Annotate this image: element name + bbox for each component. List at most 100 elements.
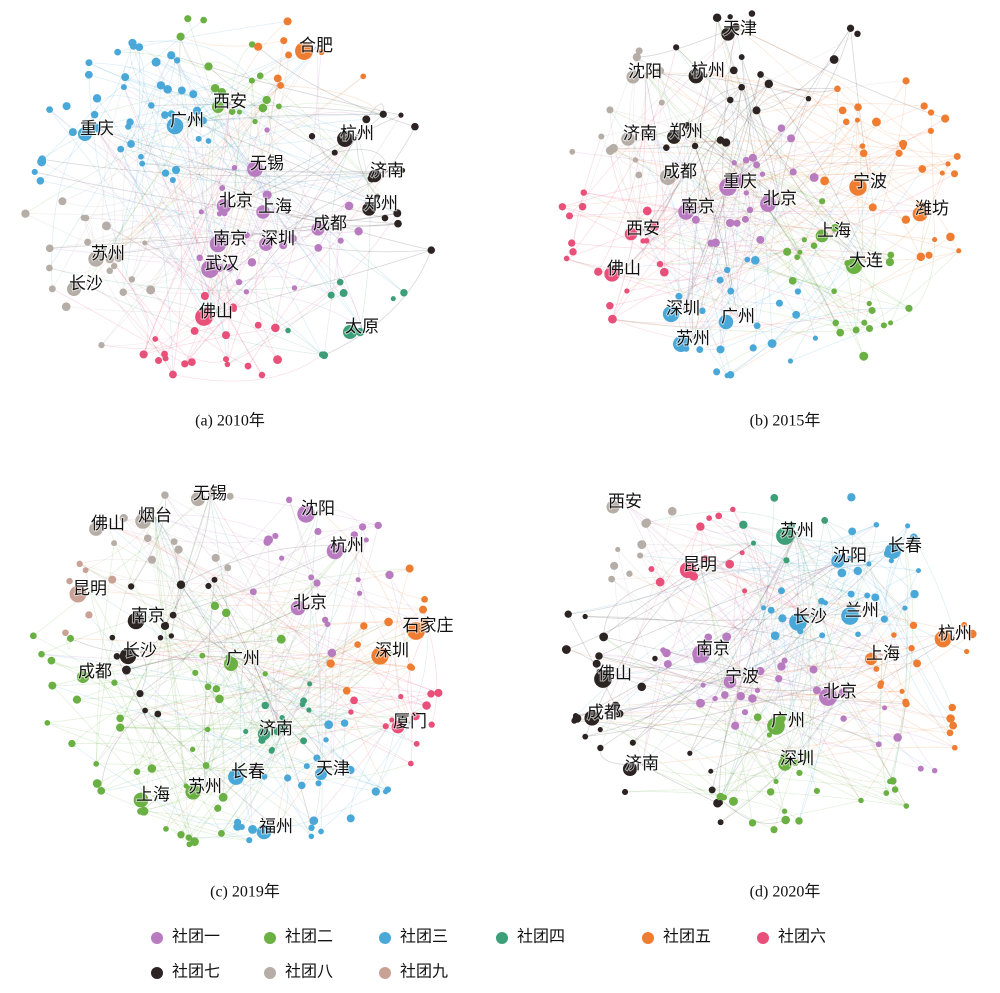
node bbox=[398, 694, 403, 699]
node bbox=[954, 153, 961, 160]
node bbox=[38, 651, 45, 658]
node bbox=[749, 819, 756, 826]
city-label: 长沙 bbox=[793, 607, 827, 626]
city-label: 南京 bbox=[681, 197, 715, 216]
node bbox=[813, 686, 821, 694]
node bbox=[964, 649, 969, 654]
node bbox=[768, 339, 777, 348]
node bbox=[224, 564, 231, 571]
node bbox=[866, 325, 873, 332]
node bbox=[926, 252, 933, 259]
node bbox=[385, 786, 391, 792]
node bbox=[869, 203, 877, 211]
node bbox=[285, 52, 292, 59]
node bbox=[918, 766, 924, 772]
node bbox=[309, 133, 315, 139]
node bbox=[46, 265, 53, 272]
node bbox=[158, 635, 163, 640]
node bbox=[840, 715, 846, 721]
node bbox=[730, 67, 738, 75]
city-label: 合肥 bbox=[299, 36, 333, 55]
node bbox=[375, 522, 382, 529]
node bbox=[932, 768, 937, 773]
node bbox=[902, 699, 909, 706]
node bbox=[872, 118, 881, 127]
node bbox=[110, 635, 116, 641]
node bbox=[753, 161, 760, 168]
node bbox=[406, 565, 414, 573]
node bbox=[630, 740, 636, 746]
edge bbox=[347, 691, 386, 727]
node bbox=[83, 567, 89, 573]
node bbox=[85, 59, 92, 66]
node bbox=[172, 166, 180, 174]
node bbox=[338, 238, 344, 244]
node bbox=[398, 113, 403, 118]
node bbox=[945, 161, 950, 166]
node bbox=[664, 660, 672, 668]
node bbox=[802, 237, 807, 242]
node bbox=[778, 614, 786, 622]
city-label: 广州 bbox=[226, 649, 260, 668]
node bbox=[136, 690, 143, 697]
edge bbox=[89, 63, 193, 95]
node bbox=[324, 720, 333, 729]
city-label: 石家庄 bbox=[403, 616, 454, 635]
node bbox=[874, 522, 880, 528]
node bbox=[211, 602, 219, 610]
node bbox=[249, 78, 255, 84]
city-label: 南京 bbox=[213, 229, 247, 248]
city-label: 成都 bbox=[587, 703, 621, 722]
city-label: 济南 bbox=[370, 161, 404, 180]
node bbox=[921, 102, 928, 109]
node bbox=[928, 109, 934, 115]
node bbox=[419, 606, 427, 614]
node bbox=[252, 119, 257, 124]
node bbox=[739, 54, 745, 60]
node bbox=[277, 82, 284, 89]
node bbox=[129, 276, 135, 282]
legend-label: 社团九 bbox=[400, 963, 448, 981]
node bbox=[609, 144, 618, 153]
node bbox=[727, 288, 734, 295]
node bbox=[749, 10, 756, 17]
node bbox=[49, 285, 56, 292]
node bbox=[899, 140, 907, 148]
legend-label: 社团一 bbox=[172, 928, 220, 946]
node bbox=[97, 787, 105, 795]
node bbox=[292, 285, 297, 290]
node bbox=[562, 645, 571, 654]
node bbox=[372, 787, 380, 795]
node bbox=[300, 737, 307, 744]
node bbox=[737, 692, 745, 700]
node bbox=[343, 687, 351, 695]
node bbox=[673, 44, 679, 50]
node bbox=[356, 577, 361, 582]
node bbox=[213, 685, 220, 692]
city-label: 重庆 bbox=[723, 172, 757, 191]
node bbox=[155, 357, 162, 364]
node bbox=[169, 371, 177, 379]
node bbox=[409, 665, 415, 671]
city-label: 成都 bbox=[78, 662, 112, 681]
node bbox=[248, 258, 256, 266]
node bbox=[902, 215, 910, 223]
node bbox=[637, 540, 646, 549]
node bbox=[383, 723, 389, 729]
node bbox=[142, 240, 147, 245]
node bbox=[274, 74, 282, 82]
node bbox=[727, 97, 734, 104]
node bbox=[889, 777, 896, 784]
node bbox=[905, 523, 910, 528]
node bbox=[429, 721, 435, 727]
node bbox=[138, 154, 144, 160]
node bbox=[722, 138, 730, 146]
node bbox=[232, 165, 237, 170]
node bbox=[354, 641, 361, 648]
node bbox=[46, 244, 54, 252]
node bbox=[320, 351, 328, 359]
caption: (c) 2019年 bbox=[210, 883, 280, 901]
node bbox=[190, 747, 195, 752]
node bbox=[328, 292, 335, 299]
node bbox=[727, 371, 734, 378]
